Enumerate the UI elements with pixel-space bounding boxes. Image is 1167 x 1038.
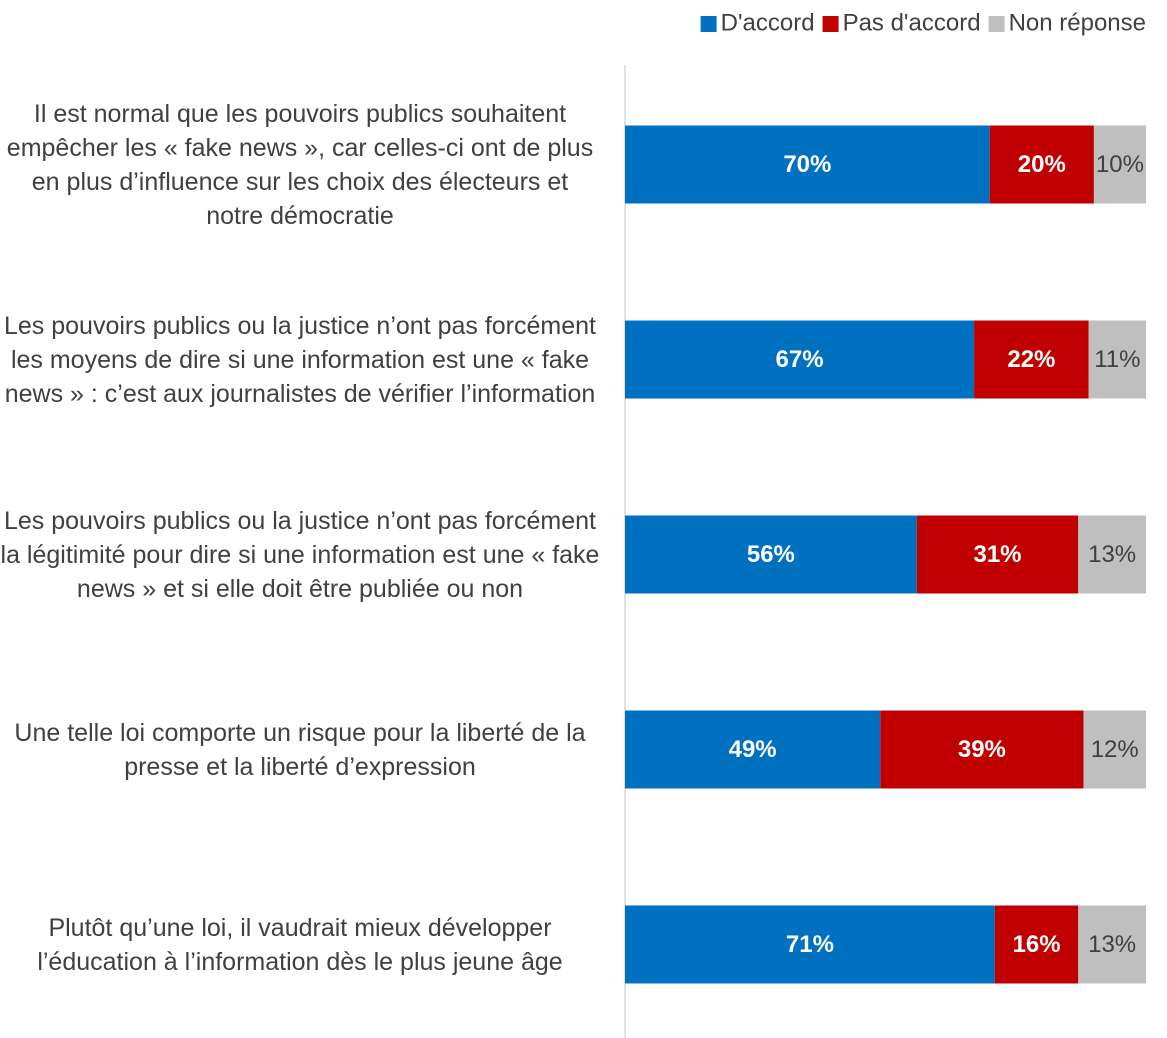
category-label: Les pouvoirs publics ou la justice n’ont…	[4, 311, 596, 408]
legend-swatch	[700, 16, 717, 32]
value-label: 39%	[958, 736, 1006, 763]
value-label: 20%	[1018, 151, 1066, 178]
bar-segment	[916, 515, 1079, 594]
value-label: 70%	[783, 151, 831, 178]
bar-segment	[1083, 710, 1146, 789]
legend-swatch	[988, 16, 1005, 32]
legend-swatch	[822, 16, 839, 32]
bar-segment	[994, 905, 1079, 984]
bar-segment	[974, 320, 1089, 399]
category-label: Il est normal que les pouvoirs publics s…	[6, 99, 594, 230]
value-label: 11%	[1094, 346, 1140, 373]
bar-segment	[880, 710, 1084, 789]
value-label: 49%	[729, 736, 777, 763]
legend-label: D'accord	[721, 9, 815, 36]
bar-segment	[1088, 320, 1146, 399]
bar-segment	[625, 905, 995, 984]
category-label: Une telle loi comporte un risque pour la…	[14, 718, 586, 781]
bar-segment	[1093, 125, 1146, 204]
bar-segment	[625, 710, 881, 789]
bar-segment	[625, 125, 990, 204]
category-label: Plutôt qu’une loi, il vaudrait mieux dév…	[37, 913, 563, 976]
bar-segment	[989, 125, 1094, 204]
bar-segment	[1078, 515, 1146, 594]
value-label: 31%	[973, 541, 1021, 568]
value-label: 67%	[776, 346, 824, 373]
legend-label: Non réponse	[1009, 9, 1146, 36]
bar-segment	[625, 320, 975, 399]
category-label: Les pouvoirs publics ou la justice n’ont…	[0, 506, 600, 603]
bar-segment	[1078, 905, 1146, 984]
value-label: 13%	[1088, 541, 1136, 568]
value-label: 22%	[1007, 346, 1055, 373]
value-label: 10%	[1096, 151, 1144, 178]
bar-segment	[625, 515, 917, 594]
value-label: 71%	[786, 931, 834, 958]
value-label: 12%	[1091, 736, 1139, 763]
value-label: 56%	[747, 541, 795, 568]
legend-label: Pas d'accord	[843, 9, 981, 36]
value-label: 13%	[1088, 931, 1136, 958]
value-label: 16%	[1013, 931, 1061, 958]
